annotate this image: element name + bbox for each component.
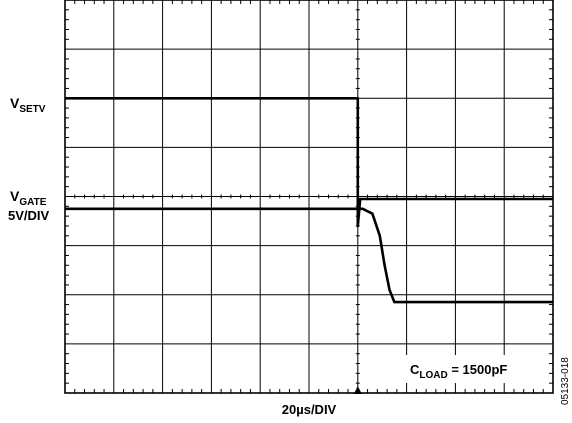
- grid-ticks: [65, 0, 553, 393]
- trigger-marker: [353, 386, 362, 394]
- setv-label: VSETV: [10, 95, 46, 115]
- grid: [65, 0, 553, 393]
- figure-id: 05133-018: [560, 357, 571, 405]
- gate-label: VGATE: [10, 188, 47, 208]
- traces: [65, 97, 553, 304]
- x-scale-label: 20µs/DIV: [282, 402, 337, 417]
- trace-vgate: [65, 207, 553, 304]
- cload-box-background: [396, 355, 548, 383]
- cload-label: CLOAD = 1500pF: [410, 362, 507, 381]
- gate-scale-label: 5V/DIV: [8, 208, 50, 223]
- trace-vsetv: [65, 97, 553, 228]
